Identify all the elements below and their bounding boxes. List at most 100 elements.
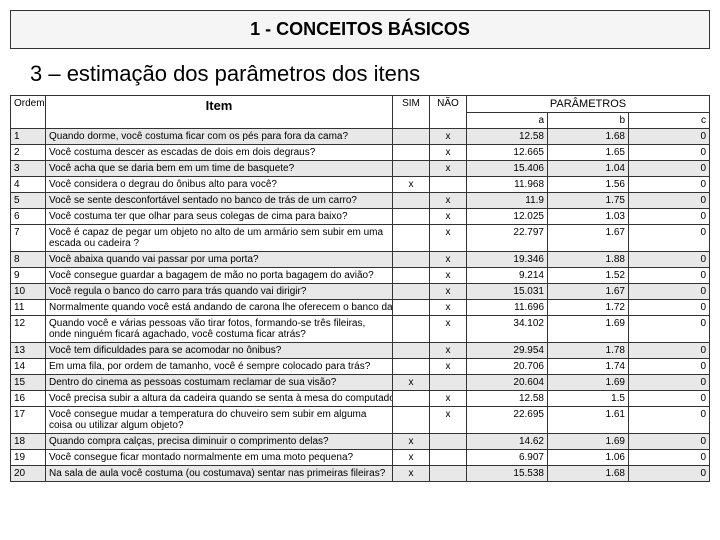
cell-nao: x [430,145,467,161]
cell-item: Você se sente desconfortável sentado no … [46,193,393,209]
cell-nao: x [430,343,467,359]
cell-b: 1.52 [548,268,629,284]
cell-ordem: 18 [11,434,46,450]
cell-item: Você considera o degrau do ônibus alto p… [46,177,393,193]
cell-c: 0 [629,391,710,407]
col-a: a [467,113,548,129]
cell-b: 1.69 [548,434,629,450]
cell-nao: x [430,316,467,343]
cell-a: 22.695 [467,407,548,434]
table-row: 15Dentro do cinema as pessoas costumam r… [11,375,710,391]
table-row: 1Quando dorme, você costuma ficar com os… [11,129,710,145]
cell-a: 9.214 [467,268,548,284]
cell-b: 1.78 [548,343,629,359]
cell-ordem: 6 [11,209,46,225]
cell-b: 1.74 [548,359,629,375]
cell-c: 0 [629,375,710,391]
cell-nao: x [430,268,467,284]
cell-c: 0 [629,450,710,466]
cell-ordem: 13 [11,343,46,359]
cell-c: 0 [629,434,710,450]
cell-nao [430,466,467,482]
cell-nao: x [430,193,467,209]
table-row: 7Você é capaz de pegar um objeto no alto… [11,225,710,252]
cell-a: 12.58 [467,391,548,407]
table-row: 17Você consegue mudar a temperatura do c… [11,407,710,434]
cell-b: 1.72 [548,300,629,316]
cell-b: 1.61 [548,407,629,434]
table-row: 8Você abaixa quando vai passar por uma p… [11,252,710,268]
cell-a: 15.538 [467,466,548,482]
cell-item: Você consegue ficar montado normalmente … [46,450,393,466]
cell-item: Quando você e várias pessoas vão tirar f… [46,316,393,343]
cell-sim [393,145,430,161]
cell-sim [393,252,430,268]
col-item: Item [46,96,393,129]
cell-a: 11.696 [467,300,548,316]
cell-a: 22.797 [467,225,548,252]
cell-ordem: 10 [11,284,46,300]
parameters-table: Ordem Item SIM NÃO PARÂMETROS a b c 1Qua… [10,95,710,482]
cell-nao [430,375,467,391]
cell-nao: x [430,407,467,434]
cell-nao: x [430,284,467,300]
cell-item: Você consegue guardar a bagagem de mão n… [46,268,393,284]
cell-c: 0 [629,407,710,434]
cell-a: 15.406 [467,161,548,177]
cell-c: 0 [629,252,710,268]
cell-ordem: 12 [11,316,46,343]
cell-item: Você regula o banco do carro para trás q… [46,284,393,300]
table-row: 12Quando você e várias pessoas vão tirar… [11,316,710,343]
cell-ordem: 9 [11,268,46,284]
table-row: 13Você tem dificuldades para se acomodar… [11,343,710,359]
cell-ordem: 16 [11,391,46,407]
cell-a: 20.604 [467,375,548,391]
cell-item: Você precisa subir a altura da cadeira q… [46,391,393,407]
cell-a: 11.9 [467,193,548,209]
cell-nao: x [430,252,467,268]
cell-nao [430,177,467,193]
cell-item: Dentro do cinema as pessoas costumam rec… [46,375,393,391]
cell-b: 1.03 [548,209,629,225]
cell-sim: x [393,434,430,450]
cell-a: 12.665 [467,145,548,161]
cell-b: 1.68 [548,466,629,482]
cell-c: 0 [629,177,710,193]
cell-sim [393,391,430,407]
cell-sim [393,193,430,209]
cell-b: 1.65 [548,145,629,161]
cell-a: 34.102 [467,316,548,343]
cell-a: 29.954 [467,343,548,359]
section-header: 1 - CONCEITOS BÁSICOS [10,10,710,49]
cell-sim [393,209,430,225]
cell-c: 0 [629,343,710,359]
cell-b: 1.5 [548,391,629,407]
table-row: 4Você considera o degrau do ônibus alto … [11,177,710,193]
cell-c: 0 [629,300,710,316]
cell-nao [430,434,467,450]
cell-ordem: 19 [11,450,46,466]
cell-a: 20.706 [467,359,548,375]
cell-c: 0 [629,209,710,225]
cell-a: 12.58 [467,129,548,145]
cell-nao: x [430,161,467,177]
cell-nao: x [430,391,467,407]
table-row: 9Você consegue guardar a bagagem de mão … [11,268,710,284]
col-nao: NÃO [430,96,467,129]
cell-nao: x [430,300,467,316]
cell-ordem: 2 [11,145,46,161]
cell-item: Você consegue mudar a temperatura do chu… [46,407,393,434]
cell-a: 12.025 [467,209,548,225]
cell-c: 0 [629,145,710,161]
cell-b: 1.75 [548,193,629,209]
table-row: 10Você regula o banco do carro para trás… [11,284,710,300]
cell-ordem: 20 [11,466,46,482]
cell-ordem: 11 [11,300,46,316]
cell-b: 1.04 [548,161,629,177]
cell-b: 1.69 [548,375,629,391]
cell-a: 14.62 [467,434,548,450]
cell-c: 0 [629,225,710,252]
table-row: 6Você costuma ter que olhar para seus co… [11,209,710,225]
table-row: 3Você acha que se daria bem em um time d… [11,161,710,177]
cell-sim: x [393,466,430,482]
